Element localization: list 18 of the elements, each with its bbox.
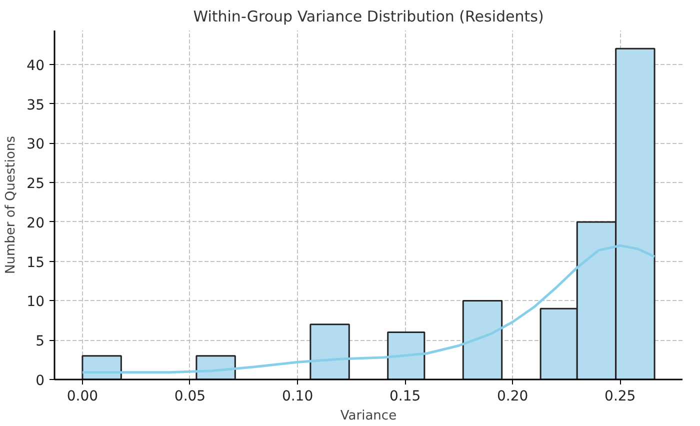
x-tick-label: 0.10 — [282, 388, 314, 404]
chart-title: Within-Group Variance Distribution (Residents) — [193, 8, 544, 26]
y-tick-label: 0 — [36, 373, 45, 389]
y-tick-label: 20 — [26, 215, 45, 232]
y-tick-label: 10 — [26, 294, 45, 310]
y-tick-label: 5 — [36, 334, 45, 350]
x-tick-label: 0.15 — [389, 388, 421, 404]
y-axis-title: Number of Questions — [4, 136, 19, 274]
x-tick-label: 0.05 — [174, 388, 206, 404]
y-tick-label: 35 — [26, 97, 45, 114]
x-axis-title: Variance — [340, 408, 397, 424]
y-tick-label: 25 — [26, 176, 45, 192]
y-tick-label: 30 — [26, 136, 45, 153]
x-tick-label: 0.20 — [497, 388, 528, 404]
y-tick-label: 15 — [26, 254, 45, 271]
x-tick-label: 0.00 — [66, 388, 98, 404]
x-tick-label: 0.25 — [604, 388, 636, 404]
y-tick-label: 40 — [26, 58, 45, 74]
